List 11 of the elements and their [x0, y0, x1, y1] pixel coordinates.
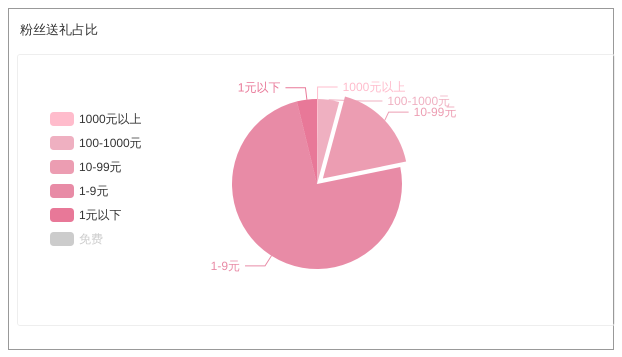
slice-label: 1-9元 — [210, 258, 240, 273]
legend-label: 10-99元 — [79, 160, 122, 174]
slice-label: 10-99元 — [414, 105, 456, 120]
legend-label: 1-9元 — [79, 184, 108, 198]
legend-label: 100-1000元 — [79, 136, 142, 150]
legend-label: 1000元以上 — [79, 112, 142, 126]
slice-label: 1000元以上 — [342, 80, 406, 94]
chart-title: 粉丝送礼占比 — [20, 23, 98, 38]
legend-label: 1元以下 — [79, 208, 122, 222]
slice-label: 100-1000元 — [387, 94, 450, 108]
slice-label: 1元以下 — [238, 80, 280, 95]
